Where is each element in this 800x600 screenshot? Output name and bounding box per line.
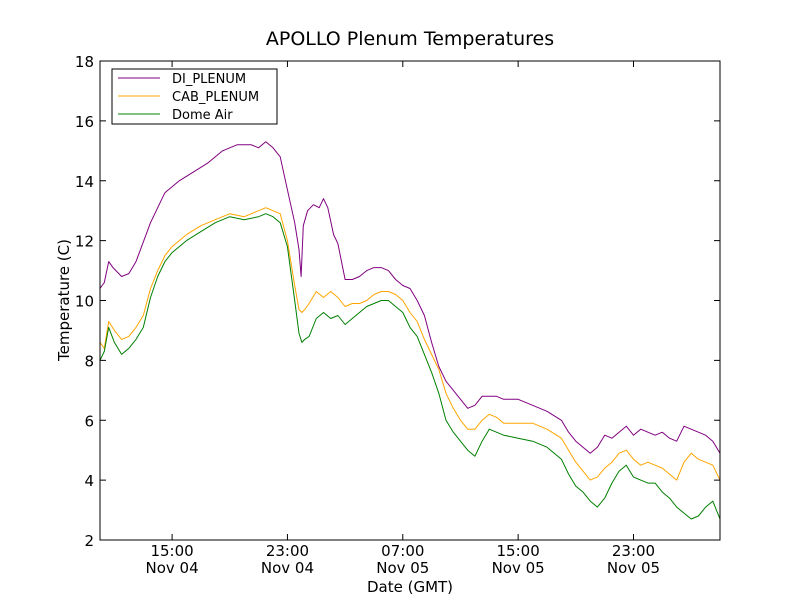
y-tick-label: 12 (75, 233, 94, 251)
x-tick-date-label: Nov 04 (146, 559, 199, 577)
y-tick-label: 4 (84, 472, 94, 490)
x-tick-date-label: Nov 05 (376, 559, 429, 577)
x-tick-date-label: Nov 04 (261, 559, 314, 577)
legend-label: CAB_PLENUM (172, 90, 259, 105)
y-tick-label: 16 (75, 113, 94, 131)
x-tick-time-label: 15:00 (497, 542, 540, 560)
x-tick-time-label: 15:00 (150, 542, 193, 560)
y-tick-label: 2 (84, 532, 94, 550)
series-line-cab-plenum (100, 207, 720, 481)
series-line-dome-air (100, 213, 720, 520)
legend: DI_PLENUM CAB_PLENUM Dome Air (111, 68, 278, 125)
x-tick-time-label: 07:00 (381, 542, 424, 560)
y-tick-label: 14 (75, 173, 94, 191)
y-axis: 2 4 6 8 10 12 14 16 18 (75, 53, 720, 550)
y-tick-label: 10 (75, 293, 94, 311)
legend-label: Dome Air (172, 108, 233, 123)
y-axis-label: Temperature (C) (55, 239, 73, 362)
x-tick-date-label: Nov 05 (607, 559, 660, 577)
x-tick-time-label: 23:00 (612, 542, 655, 560)
series-group (100, 141, 720, 520)
legend-label: DI_PLENUM (172, 72, 246, 87)
chart-title: APOLLO Plenum Temperatures (266, 28, 554, 50)
x-tick-time-label: 23:00 (266, 542, 309, 560)
x-axis-label: Date (GMT) (367, 578, 453, 596)
y-tick-label: 18 (75, 53, 94, 71)
y-tick-label: 6 (84, 412, 94, 430)
y-tick-label: 8 (84, 352, 94, 370)
x-tick-date-label: Nov 05 (492, 559, 545, 577)
series-line-di-plenum (100, 141, 720, 454)
